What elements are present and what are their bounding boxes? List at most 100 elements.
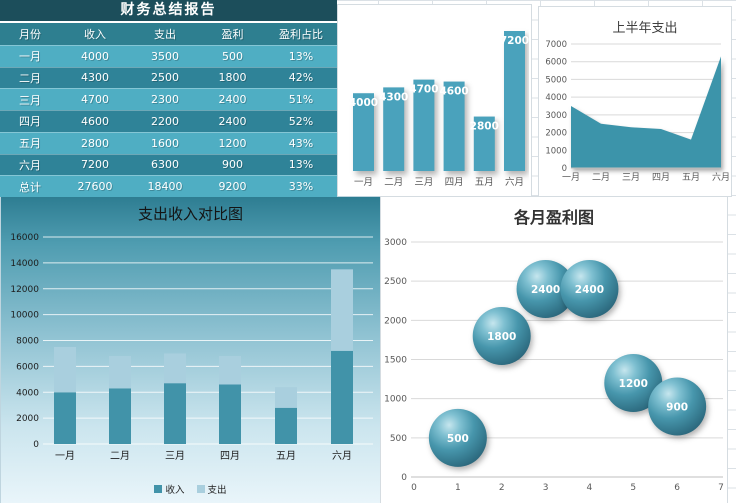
income-bar[interactable] [443, 81, 465, 171]
table-cell[interactable]: 7200 [81, 158, 109, 172]
axis-or-data-label: 5000 [545, 75, 567, 85]
axis-or-data-label: 4000 [349, 97, 378, 109]
table-cell[interactable]: 900 [222, 158, 243, 172]
table-cell[interactable]: 四月 [19, 115, 41, 129]
table-row[interactable]: 二月 4300 2500 1800 42% [0, 66, 337, 89]
table-row[interactable]: 三月 4700 2300 2400 51% [0, 88, 337, 110]
expense-area-chart[interactable]: 0 1000 2000 3000 4000 5000 6000 7000 一月 二月 三月 四月 五月 六… [538, 6, 732, 197]
table-cell[interactable]: 13% [288, 158, 314, 172]
expense-area-series[interactable] [571, 56, 721, 168]
table-header-row[interactable]: 月份 收入 支出 盈利 盈利占比 [0, 23, 337, 45]
stacked-expense-segment[interactable] [54, 346, 76, 393]
table-cell[interactable]: 51% [288, 93, 314, 107]
stacked-chart-title: 支出收入对比图 [137, 205, 243, 223]
table-cell[interactable]: 五月 [19, 137, 41, 151]
table-cell[interactable]: 1800 [218, 71, 247, 85]
financial-summary-table[interactable]: 财务总结报告 月份 收入 支出 盈利 盈利占比 一月 4000 3500 500 13% 二月 430… [0, 0, 337, 197]
table-cell[interactable]: 2200 [151, 114, 179, 128]
income-bar[interactable] [504, 31, 525, 171]
income-bar[interactable] [353, 93, 374, 171]
table-cell[interactable]: 2800 [81, 136, 109, 150]
table-cell[interactable]: 月份 [19, 27, 41, 41]
axis-or-data-label: 一月 [562, 172, 580, 183]
stacked-income-segment[interactable] [54, 392, 76, 444]
table-cell[interactable]: 4300 [81, 71, 109, 85]
stacked-expense-segment[interactable] [275, 387, 297, 408]
bubble-chart-title: 各月盈利图 [513, 208, 594, 227]
axis-or-data-label: 900 [666, 402, 688, 414]
table-cell[interactable]: 33% [288, 180, 314, 194]
table-cell[interactable]: 13% [288, 49, 314, 63]
table-cell[interactable]: 18400 [147, 180, 183, 194]
stacked-income-segment[interactable] [331, 350, 353, 444]
table-cell[interactable]: 2400 [218, 114, 247, 128]
income-expense-stacked-chart[interactable]: 0 2000 4000 6000 8000 10000 12000 14000 16000 一月 二… [0, 196, 381, 503]
table-row[interactable]: 六月 7200 6300 900 13% [0, 153, 337, 176]
legend-item-expense[interactable]: 支出 [196, 482, 227, 496]
table-cell[interactable]: 总计 [19, 180, 41, 194]
table-cell[interactable]: 4000 [81, 49, 109, 63]
stacked-income-segment[interactable] [219, 384, 241, 444]
profit-bubble[interactable] [472, 307, 531, 365]
table-cell[interactable]: 42% [288, 71, 314, 85]
axis-or-data-label: 2000 [384, 316, 407, 326]
table-cell[interactable]: 收入 [84, 27, 106, 41]
profit-bubble[interactable] [560, 260, 619, 318]
axis-or-data-label: 三月 [414, 177, 433, 188]
table-cell[interactable]: 6300 [151, 158, 179, 172]
stacked-expense-segment[interactable] [164, 353, 186, 384]
table-row[interactable]: 四月 4600 2200 2400 52% [0, 110, 337, 132]
axis-or-data-label: 7000 [545, 40, 567, 50]
profit-bubble[interactable] [516, 260, 575, 318]
stacked-income-segment[interactable] [109, 388, 131, 444]
table-row[interactable]: 一月 4000 3500 500 13% [0, 44, 337, 67]
income-bar[interactable] [383, 87, 405, 171]
table-cell[interactable]: 43% [288, 136, 314, 150]
table-cell[interactable]: 2300 [151, 93, 179, 107]
profit-bubble-chart[interactable]: 500 1000 1500 2000 2500 3000 0 0 1 2 3 4 5 6 7 500 1800 2… [380, 196, 728, 503]
table-cell[interactable]: 盈利占比 [279, 27, 323, 41]
axis-or-data-label: 三月 [622, 172, 640, 183]
table-row[interactable]: 五月 2800 1600 1200 43% [0, 131, 337, 154]
table-cell[interactable]: 六月 [19, 158, 41, 172]
axis-or-data-label: 五月 [475, 177, 494, 188]
stacked-expense-segment[interactable] [219, 356, 241, 385]
table-cell[interactable]: 支出 [154, 27, 176, 41]
table-cell[interactable]: 一月 [19, 50, 41, 64]
stacked-expense-segment[interactable] [331, 269, 353, 351]
table-cell[interactable]: 1200 [218, 136, 247, 150]
income-bar-chart[interactable]: 4000 一月 4300 二月 4700 三月 4600 四月 2800 五月 7200 六月 [337, 4, 532, 197]
profit-bubble[interactable] [428, 408, 487, 467]
income-bar[interactable] [473, 116, 495, 171]
profit-bubble[interactable] [648, 377, 707, 436]
area-chart-title: 上半年支出 [612, 21, 678, 36]
profit-bubble[interactable] [604, 354, 663, 412]
table-cell[interactable]: 27600 [77, 180, 113, 194]
table-cell[interactable]: 4600 [81, 114, 109, 128]
table-body[interactable]: 月份 收入 支出 盈利 盈利占比一月 4000 3500 500 13% 二月 4300 2500 18… [0, 23, 337, 197]
table-cell[interactable]: 三月 [19, 93, 41, 107]
expense-area-chart-plot: 0 1000 2000 3000 4000 5000 6000 7000 一月 二月 三月 四月 五月 六… [545, 40, 729, 183]
table-cell[interactable]: 4700 [81, 93, 109, 107]
income-bar-chart-plot: 4000 一月 4300 二月 4700 三月 4600 四月 2800 五月 7200 六月 [349, 31, 529, 188]
table-cell[interactable]: 3500 [151, 49, 179, 63]
axis-or-data-label: 3000 [384, 238, 407, 248]
table-cell[interactable]: 500 [222, 49, 243, 63]
table-row[interactable]: 总计 27600 18400 9200 33% [0, 175, 337, 197]
axis-or-data-label: 2000 [545, 129, 567, 139]
table-cell[interactable]: 52% [288, 114, 314, 128]
table-cell[interactable]: 9200 [218, 180, 247, 194]
table-cell[interactable]: 二月 [19, 71, 41, 85]
table-cell[interactable]: 2500 [151, 71, 179, 85]
axis-or-data-label: 0 [411, 483, 417, 493]
stacked-income-segment[interactable] [164, 383, 186, 444]
income-bar[interactable] [413, 79, 435, 171]
axis-or-data-label: 四月 [445, 177, 464, 188]
stacked-income-segment[interactable] [275, 407, 297, 444]
stacked-expense-segment[interactable] [109, 356, 131, 389]
table-cell[interactable]: 1600 [151, 136, 179, 150]
table-cell[interactable]: 2400 [218, 93, 247, 107]
axis-or-data-label: 二月 [384, 177, 403, 188]
table-cell[interactable]: 盈利 [221, 27, 244, 41]
legend-item-income[interactable]: 收入 [154, 482, 185, 496]
